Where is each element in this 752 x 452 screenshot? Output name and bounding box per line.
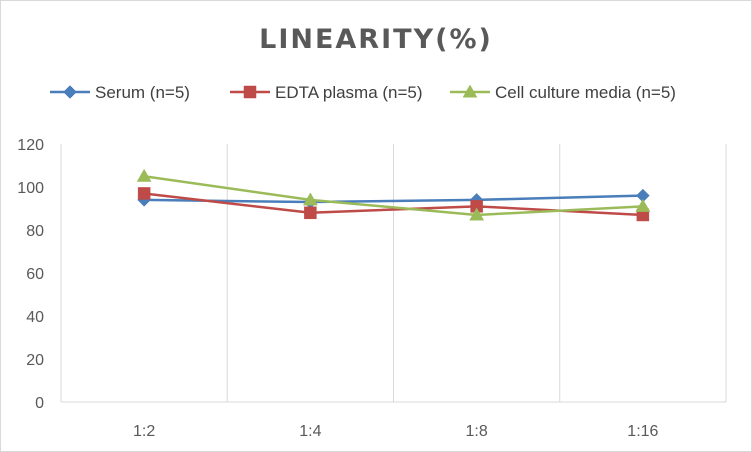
x-tick-label: 1:16 (627, 423, 658, 440)
y-tick-label: 120 (17, 137, 44, 154)
data-point-triangle (302, 192, 318, 206)
x-tick-label: 1:4 (299, 423, 321, 440)
legend-item-3: Cell culture media (n=5) (450, 83, 676, 102)
plot-area: 0 20 40 60 80 100 120 1:2 1:4 1:8 1:16 (17, 137, 727, 440)
series-line (144, 194, 643, 204)
y-tick-label: 60 (26, 266, 44, 283)
data-point-triangle (635, 198, 651, 212)
data-point-square (304, 206, 317, 220)
x-tick-label: 1:2 (133, 423, 155, 440)
y-tick-label: 100 (17, 180, 44, 197)
x-tick-label: 1:8 (466, 423, 488, 440)
legend-marker-square (243, 85, 257, 99)
legend-label: Cell culture media (n=5) (495, 83, 676, 102)
legend: Serum (n=5) EDTA plasma (n=5) Cell culture… (50, 83, 676, 102)
y-tick-label: 80 (26, 223, 44, 240)
y-tick-label: 40 (26, 309, 44, 326)
data-point-triangle (469, 207, 485, 221)
legend-item-1: Serum (n=5) (50, 83, 190, 102)
legend-marker-triangle (462, 84, 478, 98)
data-point-square (137, 187, 151, 200)
data-point-triangle (136, 168, 152, 182)
legend-label: Serum (n=5) (95, 83, 190, 102)
legend-item-2: EDTA plasma (n=5) (230, 83, 423, 102)
series-line (143, 175, 643, 217)
y-tick-label: 20 (26, 352, 44, 369)
legend-label: EDTA plasma (n=5) (275, 83, 423, 102)
y-tick-label: 0 (35, 395, 44, 412)
legend-marker-diamond (63, 85, 77, 99)
chart-title: LINEARITY(%) (259, 24, 493, 55)
series-3 (136, 168, 651, 221)
